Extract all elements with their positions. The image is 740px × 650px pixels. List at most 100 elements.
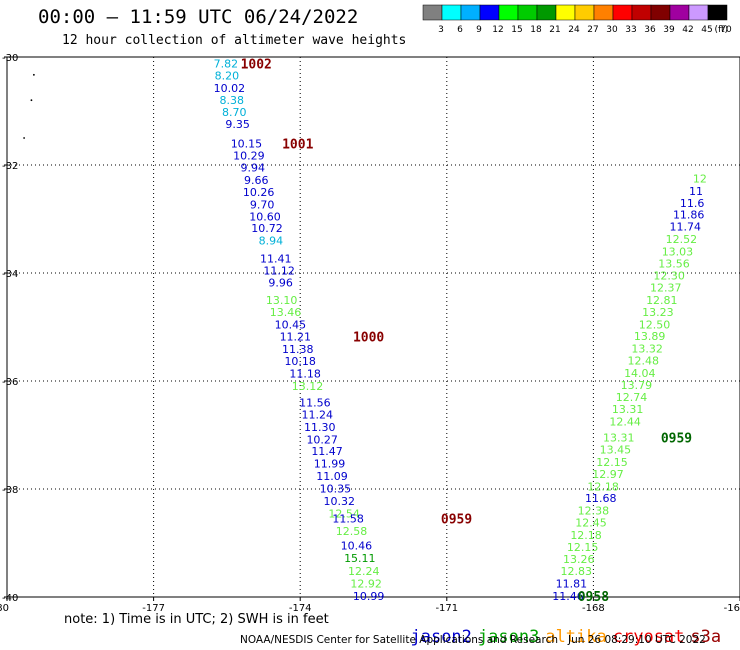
wave-height-value: 13.10: [266, 294, 298, 307]
wave-height-value: 11.68: [585, 492, 617, 505]
wave-height-value: 12.38: [578, 505, 610, 518]
wave-height-value: 13.31: [612, 403, 644, 416]
wave-height-value: 13.26: [563, 553, 595, 566]
wave-height-value: 12.74: [616, 391, 648, 404]
wave-height-value: 13.79: [621, 379, 653, 392]
wave-height-value: 10.29: [233, 149, 265, 162]
satellite-jason2: jason2: [410, 627, 472, 647]
legend-label-70: 70: [720, 25, 732, 35]
wave-height-value: 12.37: [650, 282, 682, 295]
legend-label-15: 15: [511, 25, 522, 35]
wave-height-value: 12.92: [350, 578, 382, 591]
wave-height-value: 9.66: [244, 174, 269, 187]
footnote: note: 1) Time is in UTC; 2) SWH is in fe…: [64, 612, 329, 627]
wave-height-value: 11.30: [304, 421, 336, 434]
track-dot: [30, 99, 33, 102]
wave-height-value: 13.89: [634, 330, 666, 343]
wave-height-value: 11.58: [332, 513, 364, 526]
satellite-altika: altika: [545, 627, 607, 647]
legend-label-42: 42: [682, 25, 693, 35]
x-tick-label: -168: [582, 603, 605, 614]
y-tick-label: -32: [2, 161, 18, 172]
wave-height-value: 12.83: [561, 565, 593, 578]
wave-height-value: 7.82: [214, 57, 239, 70]
pressure-label: 1001: [282, 137, 313, 152]
satellite-s3a: s3a: [690, 627, 722, 647]
wave-height-value: 10.60: [249, 210, 281, 223]
wave-height-value: 15.11: [344, 552, 376, 565]
wave-height-value: 9.94: [241, 162, 266, 175]
wave-height-value: 12.18: [587, 480, 619, 493]
legend-label-36: 36: [644, 25, 656, 35]
wave-height-value: 10.15: [231, 137, 263, 150]
wave-height-value: 10.27: [306, 433, 338, 446]
legend-label-45: 45: [701, 25, 712, 35]
legend-label-3: 3: [438, 25, 444, 35]
wave-height-value: 10.02: [214, 82, 246, 95]
wave-height-value: 11.12: [263, 264, 295, 277]
wave-height-value: 10.99: [353, 590, 385, 603]
wave-height-value: 10.26: [243, 186, 275, 199]
x-tick-label: -171: [435, 603, 458, 614]
y-tick-label: -30: [2, 53, 18, 64]
wave-height-value: 12.44: [609, 416, 641, 429]
legend-label-30: 30: [606, 25, 618, 35]
legend-label-12: 12: [492, 25, 503, 35]
color-legend: 3 6 9 12 15 18 21 24 27 30 33 36 39 42 45 70(ft): [422, 4, 732, 35]
wave-height-value: 11: [689, 185, 703, 198]
wave-height-value: 13.46: [270, 306, 302, 319]
wave-height-value: 13.23: [642, 306, 674, 319]
wave-height-value: 12: [693, 173, 707, 186]
wave-height-value: 13.03: [662, 245, 694, 258]
legend-label-21: 21: [549, 25, 560, 35]
y-tick-label: -38: [2, 485, 18, 496]
x-tick-label: -16: [724, 603, 740, 614]
y-tick-label: -40: [2, 593, 18, 604]
wave-height-value: 10.18: [284, 355, 316, 368]
legend-label-6: 6: [457, 25, 463, 35]
wave-height-value: 11.47: [311, 445, 343, 458]
satellite-legend: jason2 jason3 altika cryosat s3a: [390, 607, 727, 647]
legend-label-9: 9: [476, 25, 482, 35]
wave-height-value: 11.09: [316, 470, 348, 483]
wave-height-value: 11.24: [302, 408, 334, 421]
wave-height-value: 12.58: [336, 525, 368, 538]
wave-height-value: 12.45: [575, 516, 607, 529]
wave-height-value: 11.56: [299, 397, 331, 410]
wave-height-value: 12.81: [646, 294, 678, 307]
wave-height-value: 13.31: [603, 432, 635, 445]
y-tick-label: -36: [2, 377, 18, 388]
wave-height-value: 13.45: [600, 444, 632, 457]
wave-height-value: 13.56: [658, 257, 690, 270]
wave-height-value: 12.52: [666, 233, 698, 246]
wave-height-value: 12.97: [592, 468, 624, 481]
legend-swatch-70: [707, 4, 728, 21]
wave-height-value: 14.04: [624, 367, 656, 380]
track-dot: [23, 137, 26, 139]
wave-height-value: 8.38: [220, 94, 245, 107]
wave-height-value: 11.99: [314, 458, 346, 471]
wave-height-value: 11.46: [552, 590, 584, 603]
wave-height-value: 12.48: [627, 354, 659, 367]
wave-height-value: 11.41: [260, 252, 292, 265]
wave-height-value: 11.38: [282, 343, 314, 356]
wave-height-value: 12.50: [639, 318, 671, 331]
wave-height-value: 10.72: [251, 222, 283, 235]
chart-title: 00:00 – 11:59 UTC 06/24/2022: [38, 6, 359, 28]
wave-height-value: 10.35: [320, 482, 352, 495]
pressure-label: 1000: [353, 331, 384, 346]
wave-height-value: 8.94: [259, 235, 284, 248]
wave-height-value: 11.18: [289, 367, 321, 380]
legend-label-18: 18: [530, 25, 542, 35]
wave-height-value: 12.30: [653, 270, 685, 283]
wave-height-value: 10.32: [324, 495, 356, 508]
wave-height-value: 9.35: [225, 118, 250, 131]
satellite-cryosat: cryosat: [612, 627, 685, 647]
x-tick-label: -177: [142, 603, 165, 614]
wave-height-value: 11.6: [680, 197, 705, 210]
legend-label-39: 39: [663, 25, 675, 35]
pressure-label: 0959: [441, 513, 472, 528]
wave-height-value: 11.86: [673, 209, 705, 222]
chart-subtitle: 12 hour collection of altimeter wave hei…: [62, 33, 407, 48]
